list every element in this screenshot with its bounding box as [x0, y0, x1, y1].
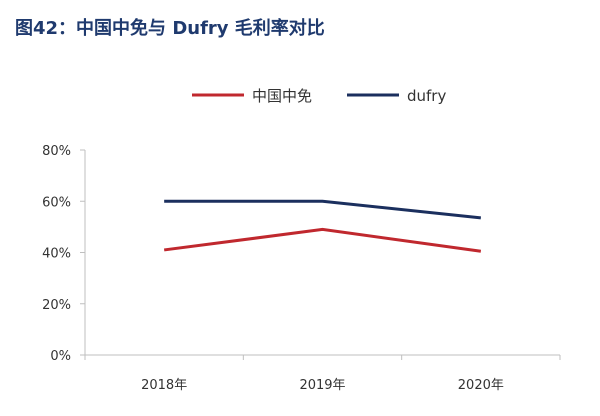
x-tick-label: 2019年: [299, 378, 345, 393]
y-tick-label: 60%: [42, 195, 71, 210]
legend-label: dufry: [407, 87, 446, 105]
x-tick-label: 2018年: [141, 378, 187, 393]
y-tick-label: 20%: [42, 298, 71, 313]
y-tick-label: 0%: [50, 349, 71, 364]
series-line-1: [164, 199, 481, 220]
legend-label: 中国中免: [252, 87, 312, 105]
x-tick-label: 2020年: [458, 378, 504, 393]
chart-title: 图42：中国中免与 Dufry 毛利率对比: [15, 18, 325, 39]
series-line-0: [163, 227, 482, 253]
y-tick-label: 40%: [42, 247, 71, 262]
y-tick-label: 80%: [42, 144, 71, 159]
